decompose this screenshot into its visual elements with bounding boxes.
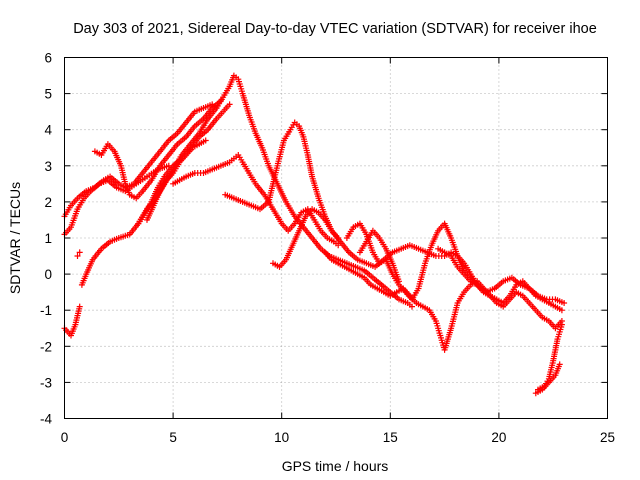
point-markers xyxy=(356,227,402,285)
series-arc-11 xyxy=(322,249,565,353)
point-markers xyxy=(435,245,494,299)
series-arc-12 xyxy=(343,220,565,314)
y-tick-labels: -4 -3 -2 -1 0 1 2 3 4 5 6 xyxy=(40,51,53,427)
y-tick-label: 1 xyxy=(44,231,52,246)
series-arc-4 xyxy=(91,97,224,202)
point-markers xyxy=(532,361,563,397)
series-arc-6 xyxy=(170,152,342,249)
x-axis-label: GPS time / hours xyxy=(282,458,389,474)
y-tick-label: 0 xyxy=(44,267,52,282)
x-tick-label: 10 xyxy=(274,430,289,445)
point-markers xyxy=(322,249,565,353)
y-tick-label: 2 xyxy=(44,195,52,210)
y-tick-label: 6 xyxy=(44,51,52,66)
y-tick-label: -1 xyxy=(40,303,52,318)
series-arc-14 xyxy=(435,245,494,299)
series-arc-13 xyxy=(356,227,402,285)
x-tick-label: 5 xyxy=(169,430,177,445)
plot-frame xyxy=(64,57,608,419)
y-tick-label: -4 xyxy=(40,412,52,427)
point-markers xyxy=(74,249,83,259)
data-marks xyxy=(61,72,568,397)
x-tick-label: 20 xyxy=(491,430,506,445)
x-tick-label: 0 xyxy=(61,430,69,445)
point-markers xyxy=(91,97,224,202)
x-tick-labels: 0 5 10 15 20 25 xyxy=(61,430,615,445)
x-tick-label: 15 xyxy=(383,430,398,445)
y-axis-label: SDTVAR / TECUs xyxy=(7,182,23,294)
y-tick-label: -3 xyxy=(40,375,52,390)
grid xyxy=(64,57,608,419)
point-markers xyxy=(222,119,342,241)
y-tick-label: -2 xyxy=(40,339,52,354)
point-markers xyxy=(144,137,209,223)
series-arc-9 xyxy=(222,119,342,241)
y-tick-label: 5 xyxy=(44,87,52,102)
series-arc-8 xyxy=(144,137,209,223)
y-tick-label: 4 xyxy=(44,123,52,138)
point-markers xyxy=(343,220,565,314)
chart-title: Day 303 of 2021, Sidereal Day-to-day VTE… xyxy=(73,21,597,37)
series-arc-17 xyxy=(74,249,83,259)
x-tick-label: 25 xyxy=(600,430,615,445)
series-arc-16 xyxy=(532,361,563,397)
y-tick-label: 3 xyxy=(44,159,52,174)
point-markers xyxy=(170,152,342,249)
